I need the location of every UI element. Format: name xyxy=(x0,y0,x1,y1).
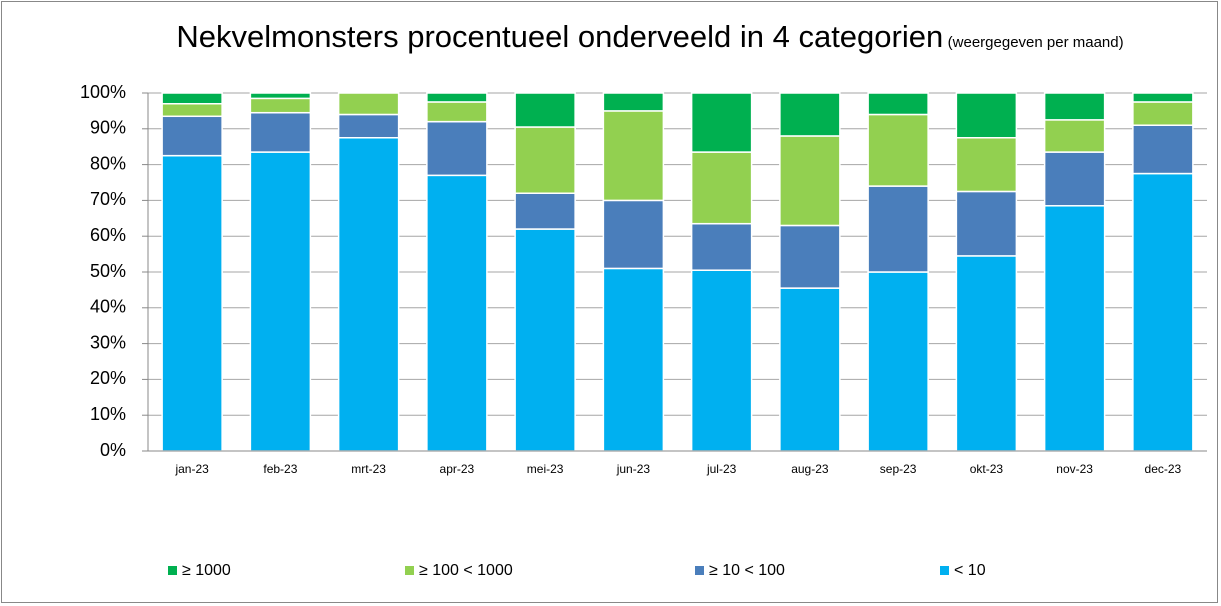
y-tick-label: 100% xyxy=(80,82,126,102)
bar-segment xyxy=(1043,151,1106,207)
bar-segment xyxy=(249,111,312,153)
bar-segment xyxy=(690,151,753,225)
bar-segment xyxy=(1043,119,1106,153)
x-tick-label: jul-23 xyxy=(706,462,737,476)
bar-segment xyxy=(955,190,1018,257)
bar-segment xyxy=(779,92,841,137)
bar-segment xyxy=(602,267,665,452)
bar-segment xyxy=(867,113,929,187)
bar-segment xyxy=(249,97,312,114)
bar-segment xyxy=(161,92,223,105)
bar-segment xyxy=(514,126,576,194)
bar-segment xyxy=(161,154,223,452)
y-tick-label: 80% xyxy=(90,153,126,173)
bar-segment xyxy=(602,92,665,112)
x-tick-label: jun-23 xyxy=(616,462,651,476)
bar-segment xyxy=(690,269,753,452)
x-tick-label: feb-23 xyxy=(263,462,297,476)
bar-segment xyxy=(426,120,488,177)
bar-segment xyxy=(867,185,929,273)
y-tick-label: 20% xyxy=(90,368,126,388)
y-tick-label: 90% xyxy=(90,118,126,138)
y-tick-label: 40% xyxy=(90,297,126,317)
bar-segment xyxy=(955,137,1018,193)
bar-segment xyxy=(337,92,400,116)
x-tick-label: okt-23 xyxy=(970,462,1004,476)
x-tick-label: jan-23 xyxy=(174,462,209,476)
bar-segment xyxy=(779,224,841,289)
bar-segment xyxy=(690,92,753,153)
bar-segment xyxy=(779,287,841,452)
legend-swatch xyxy=(168,566,177,575)
bar-segment xyxy=(1132,124,1194,175)
x-tick-label: aug-23 xyxy=(791,462,829,476)
y-tick-label: 50% xyxy=(90,261,126,281)
bar-segment xyxy=(867,92,929,116)
bar-segment xyxy=(1043,92,1106,121)
y-tick-label: 0% xyxy=(100,440,126,460)
legend-swatch xyxy=(405,566,414,575)
bar-segment xyxy=(690,222,753,271)
legend-swatch xyxy=(940,566,949,575)
bar-segment xyxy=(867,271,929,452)
bar-segment xyxy=(955,255,1018,452)
x-tick-label: nov-23 xyxy=(1056,462,1093,476)
bar-segment xyxy=(426,101,488,123)
legend-label: ≥ 100 < 1000 xyxy=(419,562,513,579)
bar-segment xyxy=(426,174,488,452)
bar-segment xyxy=(1132,92,1194,103)
y-tick-label: 30% xyxy=(90,332,126,352)
bar-segment xyxy=(514,228,576,452)
legend-label: ≥ 1000 xyxy=(182,562,231,579)
y-tick-label: 70% xyxy=(90,189,126,209)
legend-label: < 10 xyxy=(954,562,986,579)
x-tick-label: sep-23 xyxy=(880,462,917,476)
x-tick-label: mrt-23 xyxy=(351,462,386,476)
bar-segment xyxy=(249,151,312,452)
bar-segment xyxy=(337,137,400,452)
bar-segment xyxy=(249,92,312,100)
x-tick-label: mei-23 xyxy=(527,462,564,476)
bar-segment xyxy=(514,192,576,230)
bar-segment xyxy=(1043,205,1106,452)
chart-subtitle: (weergegeven per maand) xyxy=(947,34,1124,51)
x-tick-label: apr-23 xyxy=(440,462,475,476)
bar-segment xyxy=(602,199,665,270)
chart-title: Nekvelmonsters procentueel onderveeld in… xyxy=(176,19,944,54)
bar-segment xyxy=(602,110,665,202)
legend-label: ≥ 10 < 100 xyxy=(709,562,785,579)
bar-segment xyxy=(426,92,488,103)
bar-segment xyxy=(514,92,576,128)
y-tick-label: 10% xyxy=(90,404,126,424)
legend-swatch xyxy=(695,566,704,575)
title-block: Nekvelmonsters procentueel onderveeld in… xyxy=(170,18,1130,62)
bar-segment xyxy=(779,135,841,227)
bar-segment xyxy=(161,102,223,118)
bar-segment xyxy=(1132,172,1194,452)
y-tick-label: 60% xyxy=(90,225,126,245)
x-tick-label: dec-23 xyxy=(1145,462,1182,476)
bar-segment xyxy=(1132,101,1194,126)
bar-segment xyxy=(337,113,400,139)
bar-segment xyxy=(955,92,1018,139)
bar-segment xyxy=(161,115,223,157)
